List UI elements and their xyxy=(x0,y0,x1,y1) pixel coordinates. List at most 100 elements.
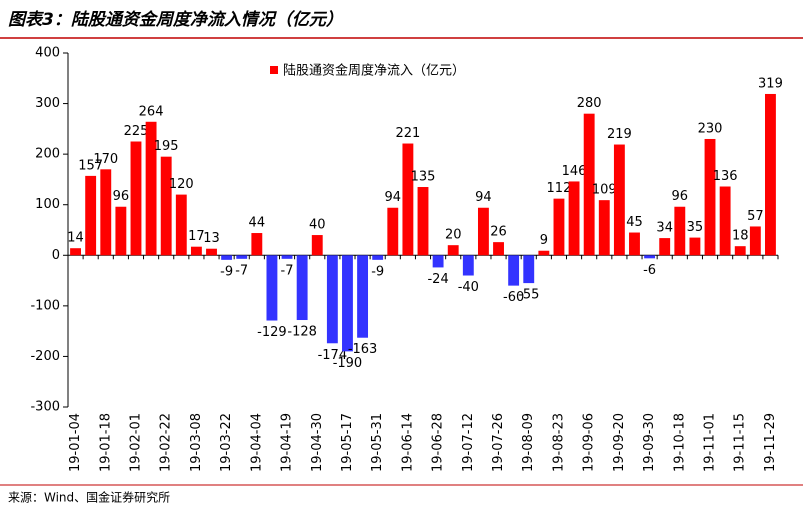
x-tick-label: 19-10-18 xyxy=(672,413,687,472)
bar xyxy=(538,250,550,256)
data-label: 9 xyxy=(540,233,548,248)
x-tick-label: 19-03-08 xyxy=(189,413,204,472)
data-label: 225 xyxy=(124,124,149,139)
data-label: 94 xyxy=(475,190,492,205)
x-tick-label: 19-06-28 xyxy=(431,413,446,472)
y-tick-label: -300 xyxy=(30,400,60,415)
data-label: 17 xyxy=(188,229,205,244)
data-label: 170 xyxy=(93,152,118,167)
bar xyxy=(417,187,429,256)
x-tick-label: 19-09-30 xyxy=(642,413,657,472)
data-label: -60 xyxy=(503,290,524,305)
x-tick-label: 19-04-19 xyxy=(280,413,295,472)
x-tick-label: 19-11-01 xyxy=(703,413,718,472)
x-tick-label: 19-02-22 xyxy=(159,413,174,472)
bar xyxy=(266,255,278,321)
data-label: -7 xyxy=(281,263,294,278)
data-label: 230 xyxy=(698,121,723,136)
data-label: -24 xyxy=(427,272,448,287)
bar xyxy=(477,207,489,256)
bar xyxy=(598,200,610,256)
bar xyxy=(251,233,263,256)
x-tick-label: 19-09-06 xyxy=(582,413,597,472)
bar xyxy=(100,169,112,256)
data-label: -40 xyxy=(458,280,479,295)
bar xyxy=(85,175,97,256)
legend-swatch xyxy=(270,66,278,74)
data-label: 280 xyxy=(577,96,602,111)
bar xyxy=(629,232,640,256)
data-label: -55 xyxy=(518,288,539,303)
bar xyxy=(689,237,701,256)
chart-title: 图表3：陆股通资金周度净流入情况（亿元） xyxy=(8,10,343,30)
bar xyxy=(115,206,127,256)
x-tick-label: 19-08-23 xyxy=(551,413,566,472)
bar xyxy=(568,181,580,256)
data-label: -163 xyxy=(348,342,378,357)
x-tick-label: 19-08-09 xyxy=(521,413,536,472)
bar xyxy=(281,255,293,259)
y-tick-label: 0 xyxy=(52,248,60,263)
y-tick-label: 400 xyxy=(35,46,60,61)
bar xyxy=(342,255,353,352)
x-tick-label: 19-06-14 xyxy=(400,413,415,472)
x-tick-label: 19-03-22 xyxy=(219,413,234,472)
bar xyxy=(221,255,233,260)
x-tick-label: 19-07-26 xyxy=(491,413,506,472)
bar xyxy=(160,156,172,256)
y-tick-label: -200 xyxy=(30,349,60,364)
data-label: 135 xyxy=(411,170,436,185)
bar xyxy=(447,245,459,256)
bar xyxy=(296,255,308,321)
data-label: 96 xyxy=(672,189,689,204)
bar xyxy=(206,248,217,256)
data-label: -9 xyxy=(220,264,233,279)
data-label: 35 xyxy=(687,220,704,235)
data-label: 120 xyxy=(169,177,194,192)
data-label: 157 xyxy=(78,158,103,173)
bar xyxy=(523,255,535,284)
data-label: -7 xyxy=(235,263,248,278)
x-tick-label: 19-01-18 xyxy=(98,413,113,472)
data-label: 45 xyxy=(626,215,643,230)
x-tick-label: 19-01-04 xyxy=(68,413,83,472)
bar xyxy=(719,186,731,256)
bar xyxy=(357,255,369,338)
bar xyxy=(553,198,565,256)
bar xyxy=(130,141,142,256)
bar xyxy=(462,255,474,276)
x-tick-label: 19-11-15 xyxy=(733,413,748,472)
bar xyxy=(644,255,656,259)
data-label: -129 xyxy=(257,325,287,340)
x-tick-label: 19-04-30 xyxy=(310,413,325,472)
source: 来源：Wind、国金证券研究所 xyxy=(8,490,170,505)
data-label: 136 xyxy=(713,169,738,184)
bar xyxy=(175,194,187,256)
bar xyxy=(583,113,595,256)
data-label: 112 xyxy=(547,181,572,196)
data-label: 18 xyxy=(732,229,749,244)
data-label: -174 xyxy=(318,348,348,363)
x-tick-label: 19-11-29 xyxy=(763,413,778,472)
bar xyxy=(372,255,384,260)
data-label: 57 xyxy=(747,209,764,224)
x-tick-label: 19-05-17 xyxy=(340,413,355,472)
x-tick-label: 19-07-12 xyxy=(461,413,476,472)
data-label: 26 xyxy=(490,225,507,240)
bar xyxy=(190,246,202,256)
bar xyxy=(432,255,444,268)
data-label: -128 xyxy=(287,325,317,340)
data-label: 195 xyxy=(154,139,179,154)
data-label: 14 xyxy=(67,231,84,246)
bar xyxy=(765,93,776,256)
bar xyxy=(704,138,716,256)
bar xyxy=(508,255,520,286)
bar xyxy=(387,207,399,256)
data-label: 96 xyxy=(113,189,130,204)
data-label: -9 xyxy=(371,264,384,279)
data-label: 146 xyxy=(562,164,587,179)
bar xyxy=(70,248,81,256)
data-label: 40 xyxy=(309,218,326,233)
x-tick-label: 19-09-20 xyxy=(612,413,627,472)
data-label: 264 xyxy=(139,104,164,119)
